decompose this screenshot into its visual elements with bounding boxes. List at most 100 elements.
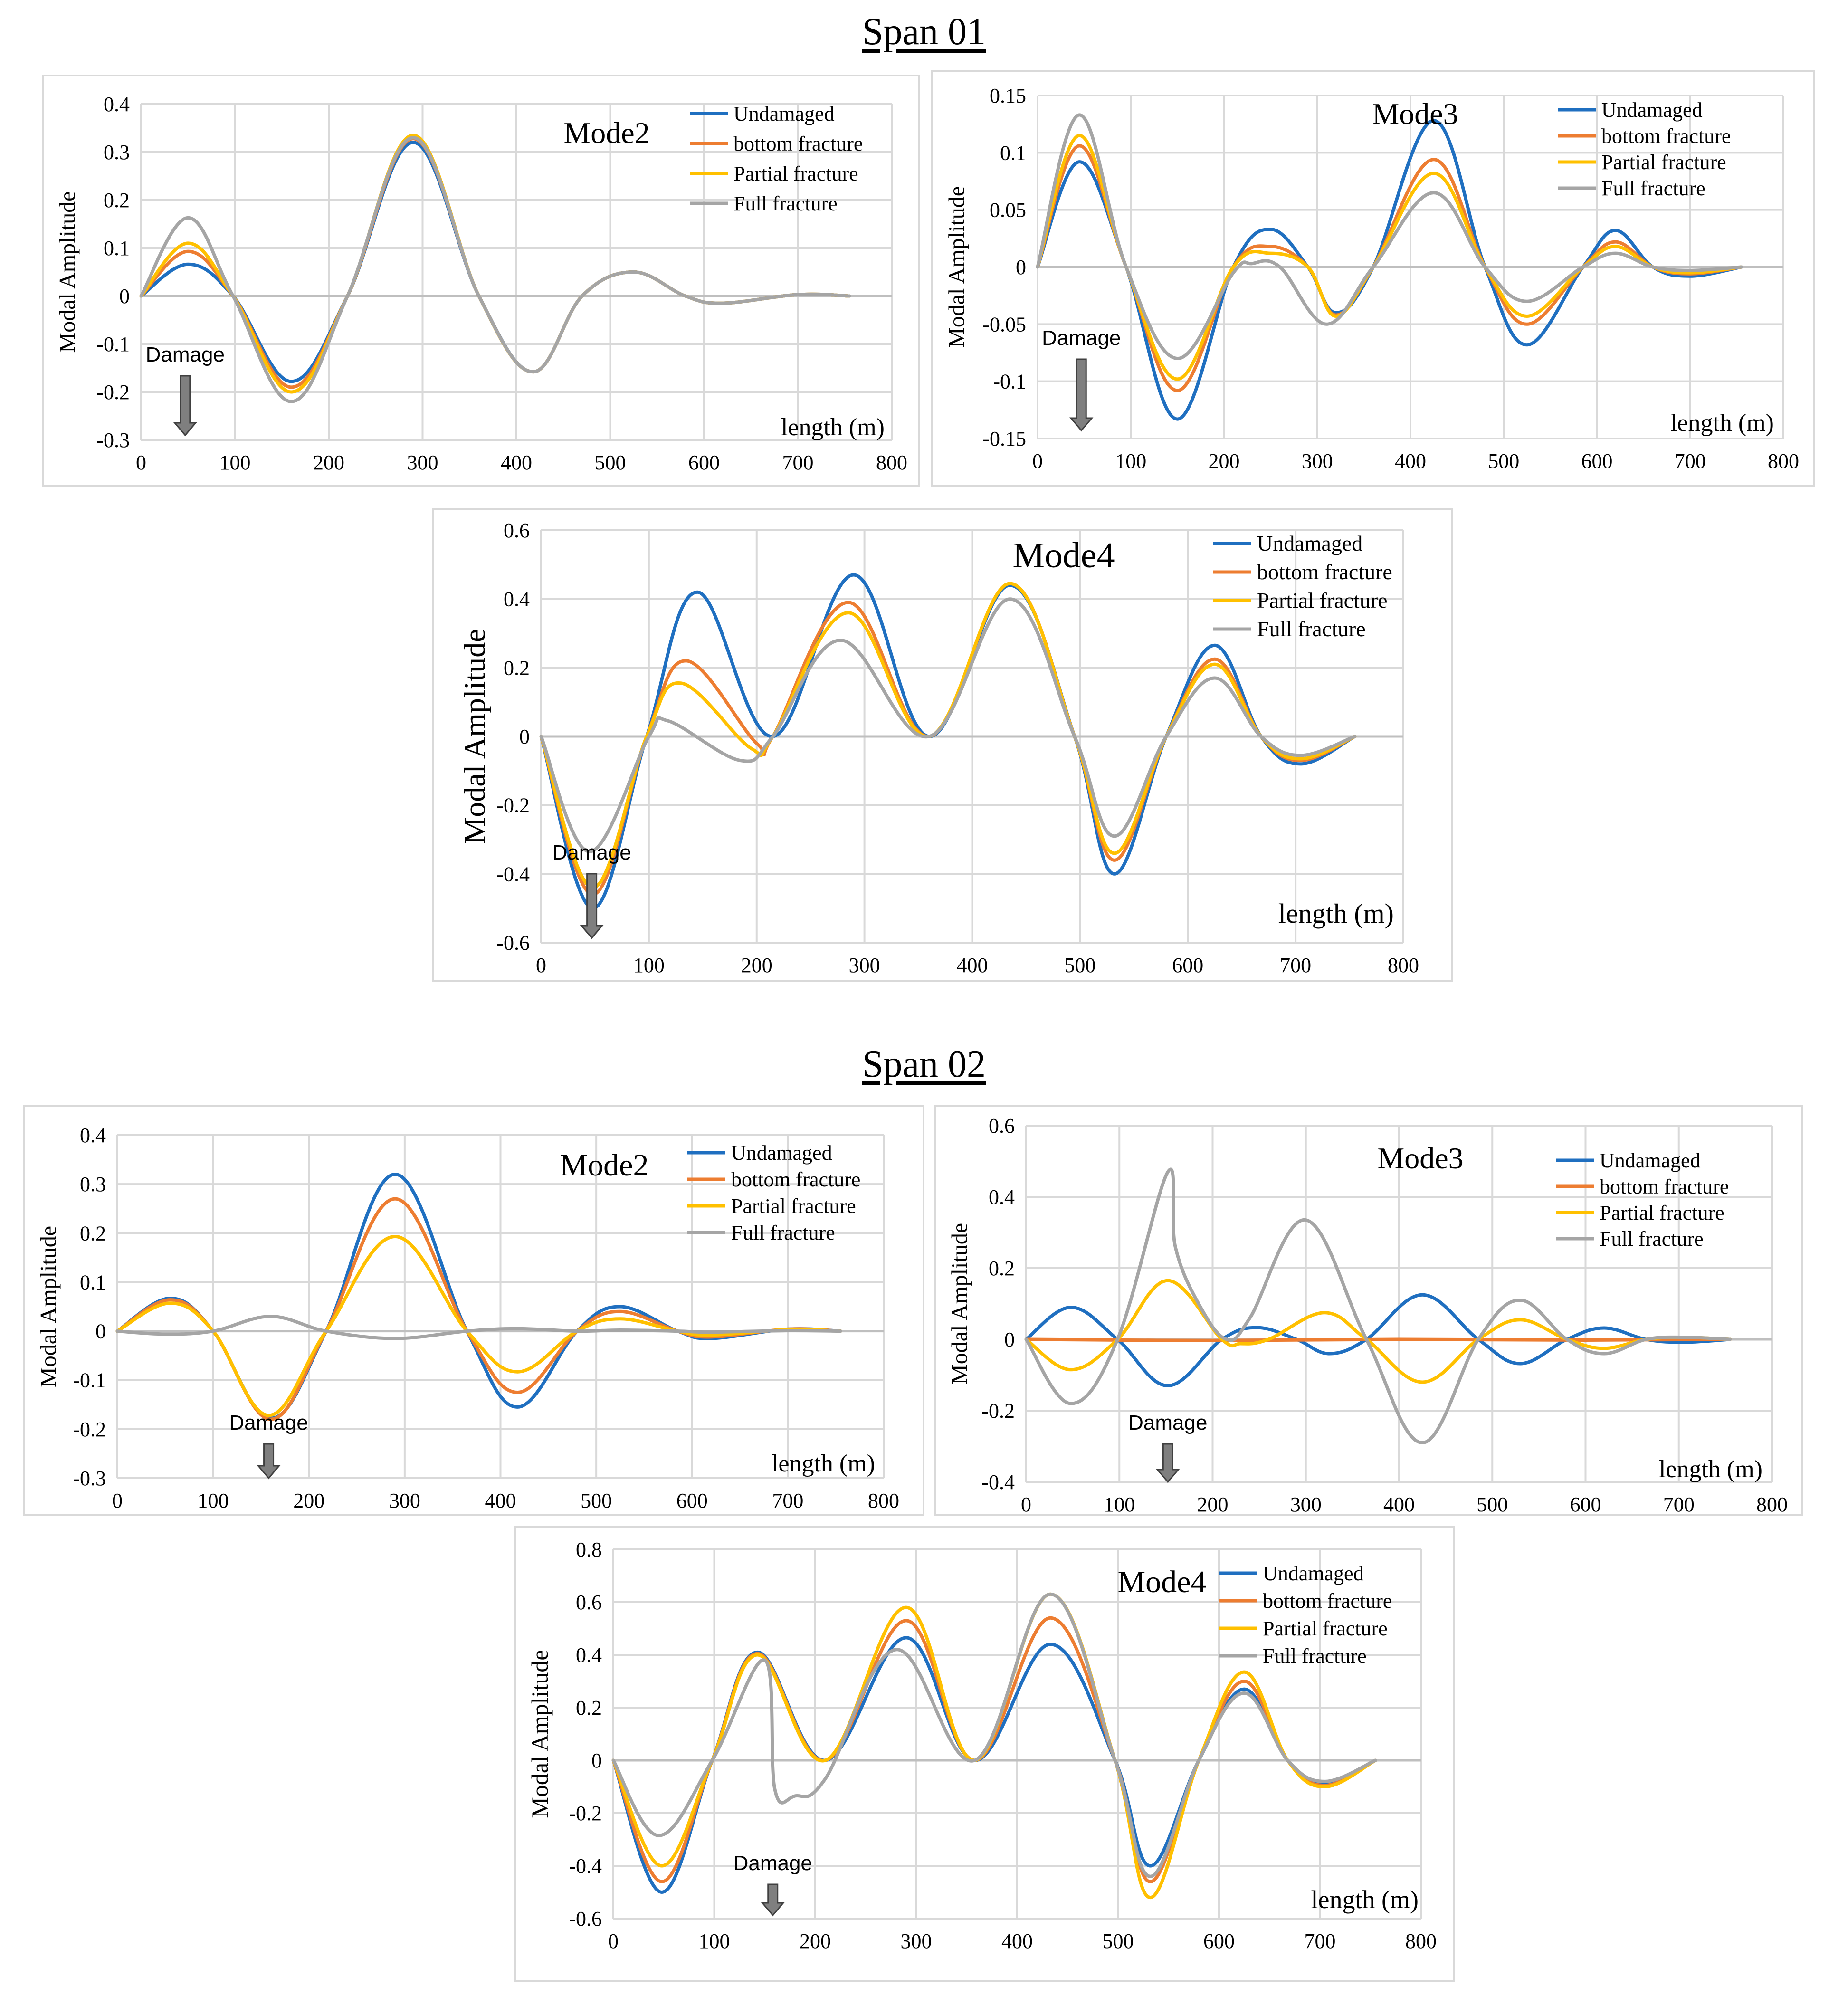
legend-entry: Partial fracture xyxy=(1263,1617,1388,1640)
legend-entry: bottom fracture xyxy=(1600,1175,1729,1198)
y-tick-label: 0.2 xyxy=(104,189,130,212)
y-tick-label: -0.4 xyxy=(569,1854,602,1878)
x-tick-label: 700 xyxy=(1675,449,1706,473)
x-tick-label: 200 xyxy=(800,1930,831,1953)
chart-span02-mode3: 0 100 200 300 400 500 600 700 800 0.6 0.4 0.2 0 -0.2 -… xyxy=(934,1105,1803,1516)
y-tick-label: 0.2 xyxy=(80,1222,106,1245)
x-tick-label: 600 xyxy=(676,1489,708,1512)
x-tick-label: 800 xyxy=(1405,1930,1437,1953)
x-tick-label: 100 xyxy=(633,954,665,977)
chart-span01-mode3: 0 100 200 300 400 500 600 700 800 0.15 0.1 0.05 0 -0.… xyxy=(931,70,1815,487)
legend-entry: Partial fracture xyxy=(1257,588,1388,612)
y-tick-label: 0.8 xyxy=(576,1538,602,1561)
x-tick-label: 200 xyxy=(741,954,772,977)
chart-title: Mode2 xyxy=(563,116,649,150)
x-tick-label: 100 xyxy=(699,1930,730,1953)
plot-svg: 0 100 200 300 400 500 600 700 800 0.4 0.3 0.2 0.1 0 -0… xyxy=(36,1124,900,1512)
x-tick-label: 700 xyxy=(1663,1493,1695,1514)
chart-title: Mode2 xyxy=(560,1148,649,1183)
y-tick-label: -0.2 xyxy=(569,1802,602,1825)
y-tick-label: 0 xyxy=(95,1320,106,1343)
y-tick-label: 0.2 xyxy=(504,656,530,679)
y-tick-label: 0.6 xyxy=(576,1591,602,1614)
legend-entry: Undamaged xyxy=(1257,531,1362,555)
x-tick-label: 400 xyxy=(957,954,988,977)
series-line-partial-fracture xyxy=(1024,1279,1732,1384)
x-tick-label: 200 xyxy=(1197,1493,1229,1514)
y-tick-label: -0.6 xyxy=(569,1907,602,1930)
y-tick-label: 0 xyxy=(1016,256,1026,279)
x-tick-label: 300 xyxy=(901,1930,932,1953)
series-line-bottom-fracture xyxy=(611,1616,1377,1883)
x-tick-label: 400 xyxy=(1395,449,1426,473)
chart-span02-mode2: 0 100 200 300 400 500 600 700 800 0.4 0.3 0.2 0.1 0 -0… xyxy=(23,1105,924,1516)
x-tick-label: 800 xyxy=(876,451,907,474)
legend-entry: bottom fracture xyxy=(733,132,863,155)
x-tick-label: 400 xyxy=(501,451,532,474)
legend-entry: Partial fracture xyxy=(1600,1201,1724,1224)
x-tick-label: 300 xyxy=(407,451,438,474)
x-tick-label: 300 xyxy=(849,954,880,977)
y-tick-label: -0.4 xyxy=(981,1471,1015,1494)
y-tick-label: 0 xyxy=(119,285,130,308)
y-axis-label: Modal Amplitude xyxy=(55,191,80,353)
x-tick-label: 100 xyxy=(1115,449,1146,473)
x-tick-label: 600 xyxy=(1203,1930,1235,1953)
x-tick-label: 800 xyxy=(1768,449,1799,473)
y-tick-label: 0.1 xyxy=(1000,141,1026,164)
x-tick-label: 500 xyxy=(1064,954,1095,977)
damage-arrow-icon xyxy=(257,1443,281,1480)
x-axis-label: length (m) xyxy=(772,1450,875,1477)
x-tick-label: 0 xyxy=(536,954,546,977)
chart-title: Mode4 xyxy=(1118,1565,1207,1599)
y-tick-label: -0.3 xyxy=(96,429,130,452)
series-line-full-fracture xyxy=(1024,1167,1732,1444)
x-tick-label: 100 xyxy=(198,1489,229,1512)
y-tick-label: -0.1 xyxy=(96,333,130,356)
x-tick-label: 800 xyxy=(1388,954,1419,977)
legend-entry: Undamaged xyxy=(731,1141,832,1165)
x-tick-label: 200 xyxy=(1209,449,1240,473)
y-tick-label: -0.6 xyxy=(496,931,530,955)
span-01-heading: Span 01 xyxy=(862,11,986,53)
legend-entry: Undamaged xyxy=(1263,1562,1364,1585)
y-tick-label: -0.2 xyxy=(496,794,530,817)
series-line-bottom-fracture xyxy=(1024,1337,1732,1342)
x-tick-label: 0 xyxy=(1021,1493,1031,1514)
y-tick-label: 0.4 xyxy=(104,93,130,116)
x-tick-label: 0 xyxy=(136,451,146,474)
x-tick-label: 0 xyxy=(608,1930,619,1953)
y-tick-label: -0.15 xyxy=(982,427,1026,450)
x-tick-label: 300 xyxy=(1290,1493,1322,1514)
y-tick-label: 0.3 xyxy=(104,141,130,164)
x-tick-label: 300 xyxy=(1302,449,1333,473)
plot-svg: 0 100 200 300 400 500 600 700 800 0.8 0.6 0.4 0.2 0 -0… xyxy=(526,1538,1437,1953)
damage-arrow-icon xyxy=(1069,358,1094,432)
legend-entry: Partial fracture xyxy=(733,162,858,185)
legend-entry: Full fracture xyxy=(1600,1227,1704,1251)
damage-arrow-icon xyxy=(173,375,198,437)
x-tick-label: 600 xyxy=(1570,1493,1601,1514)
span-02-heading: Span 02 xyxy=(862,1043,986,1085)
x-tick-label: 600 xyxy=(1581,449,1613,473)
legend-entry: Partial fracture xyxy=(1601,151,1726,174)
legend-entry: Undamaged xyxy=(1601,98,1703,122)
legend-entry: bottom fracture xyxy=(731,1168,860,1191)
legend-entry: Undamaged xyxy=(1600,1149,1701,1172)
y-tick-label: 0.3 xyxy=(80,1173,106,1196)
x-axis-label: length (m) xyxy=(781,414,885,441)
y-tick-label: -0.1 xyxy=(993,370,1026,393)
series-line-full-fracture xyxy=(1036,113,1743,361)
legend-entry: Full fracture xyxy=(733,192,838,215)
series-line-full-fracture xyxy=(115,1315,842,1340)
damage-annotation: Damage xyxy=(1042,326,1121,350)
y-tick-label: -0.1 xyxy=(73,1369,106,1392)
x-tick-label: 700 xyxy=(1305,1930,1336,1953)
y-tick-label: 0.15 xyxy=(990,84,1026,107)
y-tick-label: -0.4 xyxy=(496,862,530,886)
y-axis-label: Modal Amplitude xyxy=(458,629,492,844)
y-tick-label: 0.05 xyxy=(990,199,1026,222)
legend-entry: Full fracture xyxy=(731,1221,835,1244)
y-tick-label: 0.4 xyxy=(989,1185,1015,1209)
x-tick-label: 600 xyxy=(688,451,720,474)
